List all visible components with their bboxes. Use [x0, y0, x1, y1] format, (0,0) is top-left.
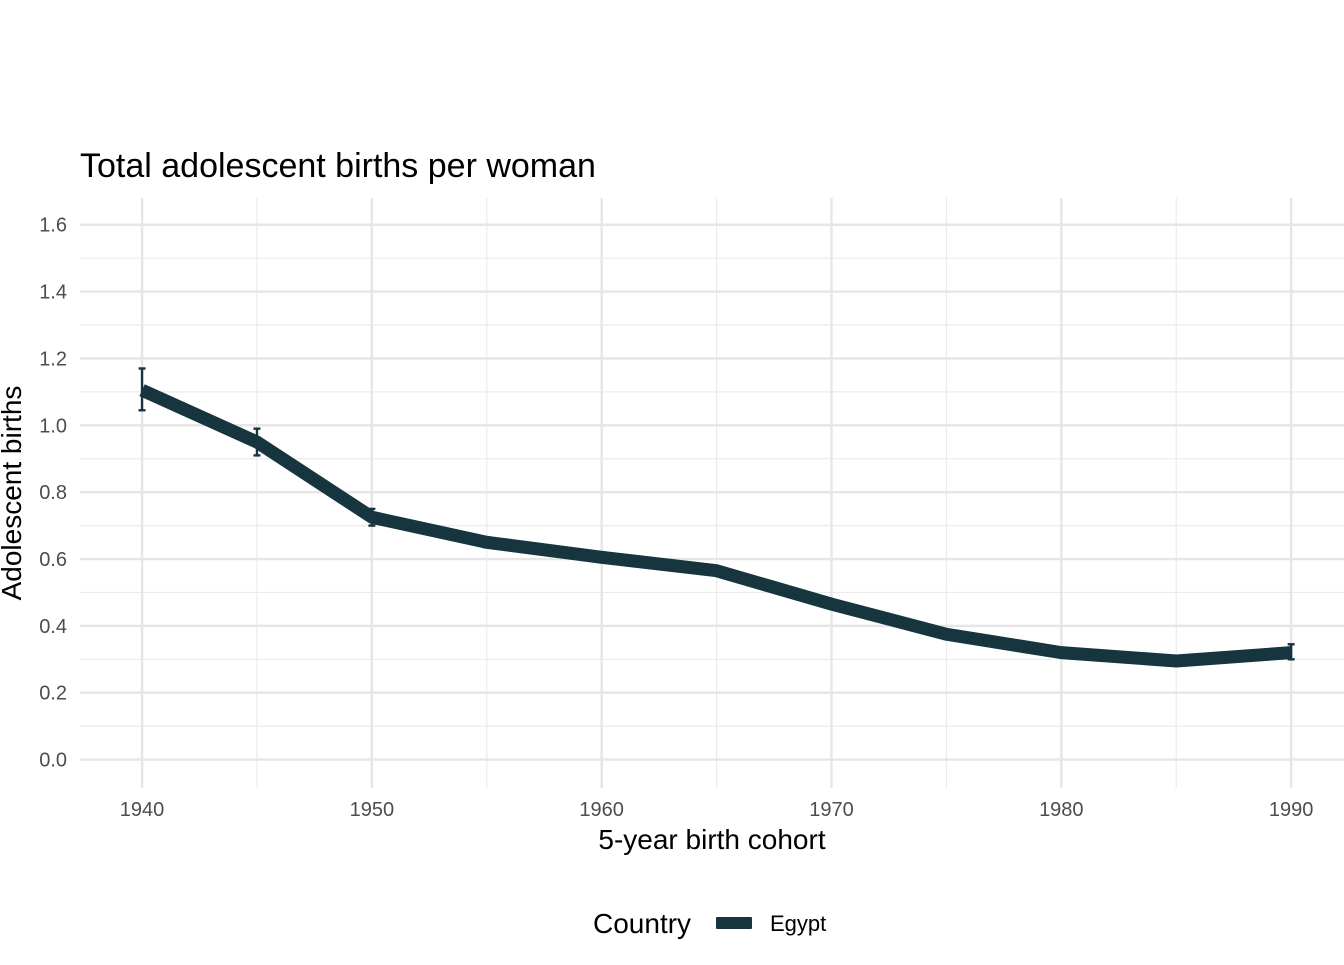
x-tick-label: 1990: [1269, 799, 1314, 821]
x-axis-ticks: 1940 1950 1960 1970 1980 1990: [120, 799, 1314, 821]
legend-swatch-egypt: [716, 917, 752, 929]
legend-title: Country: [593, 908, 691, 939]
series-line-egypt: [139, 384, 1292, 668]
legend-label-egypt: Egypt: [770, 911, 826, 936]
y-axis-title: Adolescent births: [0, 386, 27, 601]
legend: Country Egypt: [593, 908, 826, 939]
x-tick-label: 1960: [579, 799, 624, 821]
x-axis-title: 5-year birth cohort: [598, 824, 825, 855]
error-bar: [138, 367, 146, 412]
x-tick-label: 1970: [809, 799, 854, 821]
chart-title: Total adolescent births per woman: [80, 147, 596, 185]
y-tick-label: 1.4: [39, 282, 67, 304]
x-tick-label: 1980: [1039, 799, 1084, 821]
series-lines: [139, 384, 1292, 668]
y-axis-ticks: 0.0 0.2 0.4 0.6 0.8 1.0 1.2 1.4 1.6: [39, 215, 67, 772]
x-tick-label: 1940: [120, 799, 165, 821]
y-tick-label: 1.6: [39, 215, 67, 237]
x-tick-label: 1950: [350, 799, 395, 821]
y-tick-label: 1.0: [39, 415, 67, 437]
y-tick-label: 0.2: [39, 683, 67, 705]
major-gridlines: [80, 198, 1344, 788]
y-tick-label: 0.0: [39, 750, 67, 772]
y-tick-label: 0.4: [39, 616, 67, 638]
y-tick-label: 1.2: [39, 348, 67, 370]
y-tick-label: 0.8: [39, 482, 67, 504]
y-tick-label: 0.6: [39, 549, 67, 571]
